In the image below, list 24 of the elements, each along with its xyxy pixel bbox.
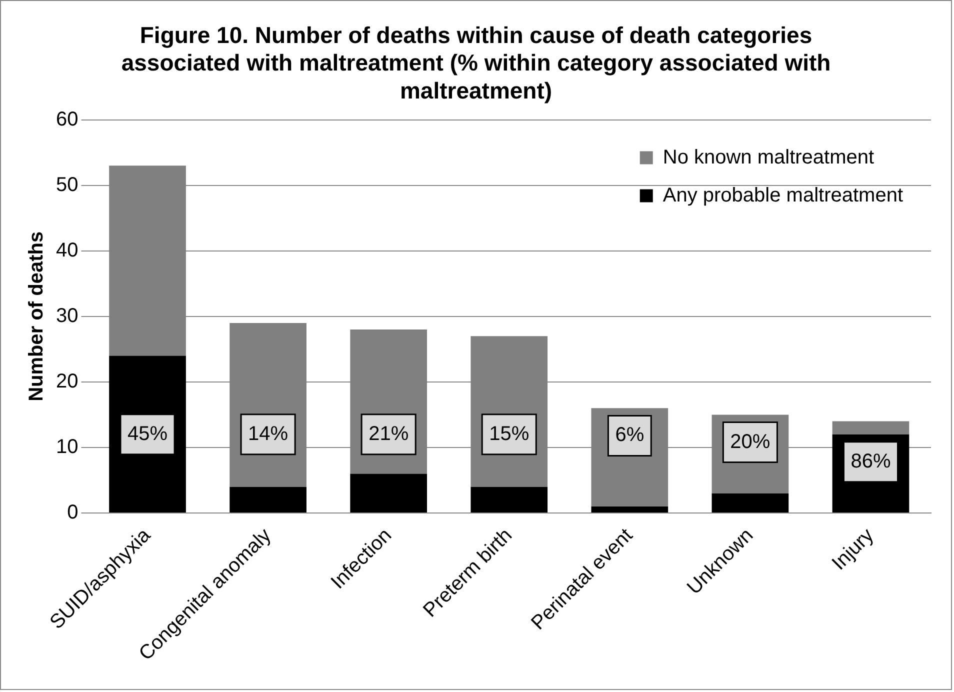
annotation: 21% — [368, 422, 409, 445]
y-tick-label: 60 — [56, 108, 78, 130]
y-tick-label: 20 — [56, 370, 78, 392]
bar — [230, 486, 306, 513]
annotation: 20% — [730, 430, 770, 453]
legend-label: Any probable maltreatment — [662, 184, 904, 206]
annotation: 14% — [248, 422, 288, 445]
annotation: 6% — [615, 424, 644, 446]
bar — [832, 421, 910, 434]
chart-title: Figure 10. Number of deaths within cause of death categories associated with maltreatment (% within category associated with maltreatment) — [121, 22, 831, 104]
y-tick-label: 10 — [56, 436, 78, 458]
annotation: 86% — [850, 450, 891, 472]
y-axis-title: Number of deaths — [26, 231, 48, 402]
bar — [350, 474, 428, 513]
y-tick-label: 50 — [56, 174, 78, 196]
y-tick-label: 0 — [67, 502, 78, 524]
legend-label: No known maltreatment — [662, 146, 875, 168]
y-tick-label: 40 — [56, 239, 78, 262]
annotation: 45% — [128, 422, 168, 445]
bar — [470, 486, 548, 513]
annotation: 15% — [489, 422, 530, 445]
bar — [591, 506, 668, 513]
bar — [712, 493, 789, 513]
y-tick-label: 30 — [56, 304, 78, 327]
